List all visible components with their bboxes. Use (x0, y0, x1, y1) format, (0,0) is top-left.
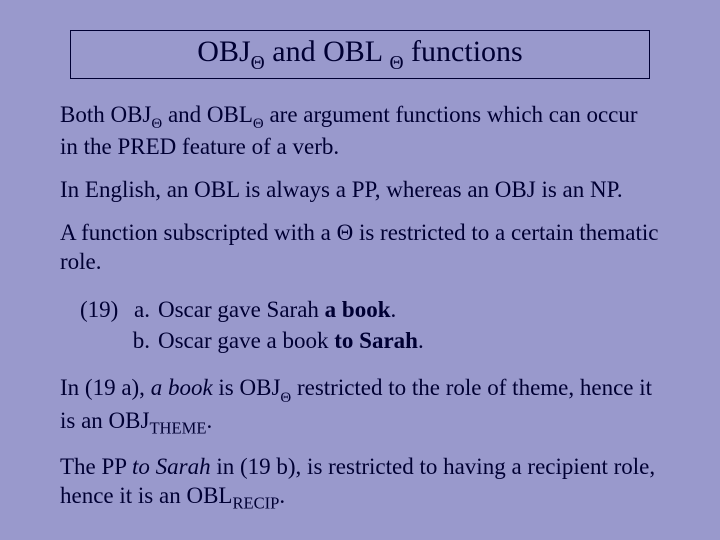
p4-seg2: is OBJ (213, 375, 281, 400)
title-text-1: OBJ (197, 35, 250, 68)
p4-seg4: . (206, 408, 212, 433)
paragraph-4: In (19 a), a book is OBJΘ restricted to … (60, 374, 660, 439)
title-text-2: and OBL (265, 35, 390, 68)
example-a-letter: a. (130, 294, 158, 325)
p5-smallcaps: RECIP (232, 493, 279, 512)
paragraph-1: Both OBJΘ and OBLΘ are argument function… (60, 101, 660, 162)
p5-it1: to Sarah (132, 454, 211, 479)
p1-seg1: Both OBJ (60, 102, 151, 127)
p1-theta1: Θ (151, 116, 162, 132)
example-a-body: Oscar gave Sarah a book. (158, 294, 396, 325)
title-theta-1: Θ (251, 53, 265, 74)
ex-a-post: . (391, 297, 397, 322)
p5-seg1: The PP (60, 454, 132, 479)
example-row-b: b. Oscar gave a book to Sarah. (80, 325, 670, 356)
ex-b-pre: Oscar gave a book (158, 328, 334, 353)
paragraph-5: The PP to Sarah in (19 b), is restricted… (60, 453, 660, 514)
p4-theta: Θ (280, 390, 291, 406)
paragraph-3: A function subscripted with a Θ is restr… (60, 219, 660, 277)
slide-title-box: OBJΘ and OBL Θ functions (70, 30, 650, 79)
p5-seg3: . (279, 483, 285, 508)
example-number-blank (80, 325, 130, 356)
example-row-a: (19) a. Oscar gave Sarah a book. (80, 294, 670, 325)
ex-a-pre: Oscar gave Sarah (158, 297, 325, 322)
ex-a-bold: a book (325, 297, 391, 322)
example-b-body: Oscar gave a book to Sarah. (158, 325, 424, 356)
title-theta-2: Θ (389, 53, 403, 74)
p1-seg2: and OBL (162, 102, 253, 127)
example-number: (19) (80, 294, 130, 325)
ex-b-bold: to Sarah (334, 328, 418, 353)
ex-b-post: . (418, 328, 424, 353)
p4-smallcaps: THEME (149, 418, 206, 437)
example-b-letter: b. (130, 325, 158, 356)
p4-seg1: In (19 a), (60, 375, 151, 400)
example-block: (19) a. Oscar gave Sarah a book. b. Osca… (80, 294, 670, 356)
paragraph-2: In English, an OBL is always a PP, where… (60, 176, 660, 205)
title-text-3: functions (404, 35, 523, 68)
p1-theta2: Θ (253, 116, 264, 132)
p4-it1: a book (151, 375, 213, 400)
